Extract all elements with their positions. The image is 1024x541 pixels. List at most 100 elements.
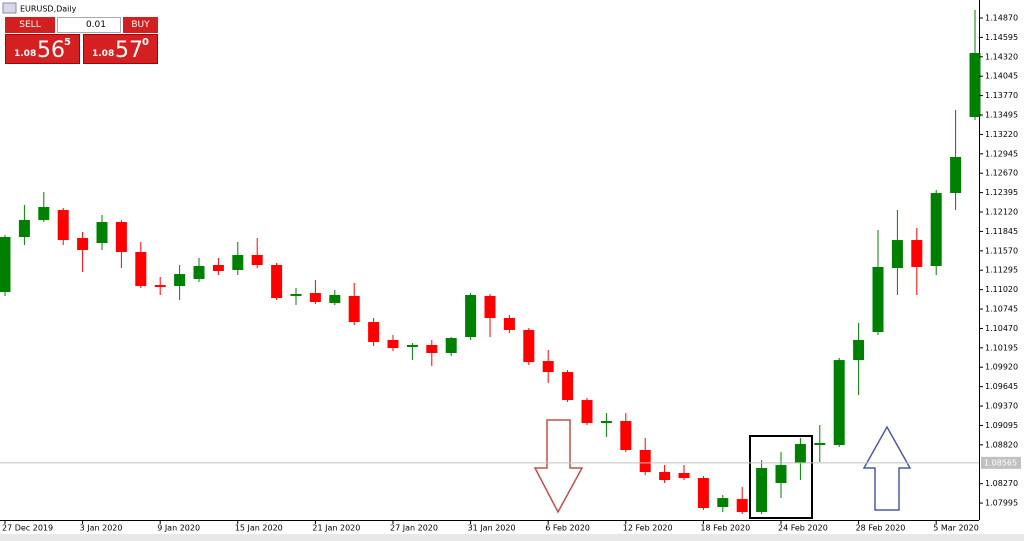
- candle-body: [18, 219, 30, 237]
- x-tick-label: 31 Jan 2020: [468, 524, 516, 533]
- candle-body: [368, 322, 380, 342]
- candle-body: [0, 236, 11, 293]
- x-tick-label: 15 Jan 2020: [235, 524, 283, 533]
- candle-body: [833, 360, 845, 445]
- candle-body: [950, 156, 962, 194]
- trade-panel: SELL 0.01 BUY 1.08 56 5 1.08 57 0: [5, 17, 158, 64]
- candle-body: [57, 209, 69, 241]
- candle-body: [154, 285, 166, 288]
- up-arrow: [862, 425, 912, 511]
- candle-body: [77, 237, 89, 250]
- y-tick-label: 1.12670: [985, 169, 1018, 178]
- y-tick-label: 1.14045: [985, 72, 1018, 81]
- candle-body: [678, 473, 690, 479]
- candle-body: [309, 293, 321, 302]
- candle-body: [969, 52, 981, 117]
- candle-body: [271, 265, 283, 299]
- bid-quote[interactable]: 1.08 56 5: [5, 34, 80, 64]
- y-tick-label: 1.07995: [985, 499, 1018, 508]
- candle-body: [387, 340, 399, 349]
- candle-body: [736, 499, 748, 513]
- y-tick-label: 1.14595: [985, 33, 1018, 42]
- candle-body: [503, 317, 515, 330]
- y-tick-label: 1.09645: [985, 382, 1018, 391]
- candle-body: [853, 340, 865, 361]
- candle-body: [38, 207, 50, 220]
- down-arrow: [533, 419, 584, 514]
- candle-body: [212, 265, 224, 272]
- y-tick-label: 1.11020: [985, 285, 1018, 294]
- current-price-box: [981, 456, 1021, 469]
- y-tick-label: 1.14320: [985, 52, 1018, 61]
- x-tick-label: 28 Feb 2020: [856, 524, 906, 533]
- y-tick-label: 1.10745: [985, 305, 1018, 314]
- candle-body: [659, 472, 671, 480]
- candle-body: [697, 478, 709, 509]
- candle-body: [348, 295, 360, 323]
- tab-strip: [0, 534, 1024, 541]
- y-tick-label: 1.12120: [985, 208, 1018, 217]
- ask-fraction: 0: [142, 37, 149, 48]
- candle-body: [814, 443, 826, 445]
- x-tick-label: 9 Jan 2020: [157, 524, 200, 533]
- x-tick-label: 6 Feb 2020: [545, 524, 590, 533]
- candle-body: [756, 468, 768, 513]
- window-title: EURUSD,Daily: [20, 5, 77, 14]
- bid-pips: 56: [37, 38, 65, 63]
- y-tick-label: 1.12395: [985, 188, 1018, 197]
- ask-prefix: 1.08: [92, 49, 115, 59]
- candle-body: [174, 274, 186, 287]
- candle-body: [135, 252, 147, 287]
- candle-body: [290, 294, 302, 296]
- y-tick-label: 1.12945: [985, 149, 1018, 158]
- candle-body: [872, 266, 884, 333]
- bid-fraction: 5: [64, 37, 71, 48]
- candle-body: [96, 222, 108, 243]
- x-tick-label: 18 Feb 2020: [700, 524, 750, 533]
- candle-body: [329, 294, 341, 304]
- candle-body: [232, 254, 244, 271]
- ask-quote[interactable]: 1.08 57 0: [83, 34, 158, 64]
- candle-body: [600, 421, 612, 424]
- ask-pips: 57: [115, 38, 143, 63]
- y-tick-label: 1.13770: [985, 91, 1018, 100]
- bid-prefix: 1.08: [14, 49, 37, 59]
- candle-body: [891, 240, 903, 269]
- y-tick-label: 1.10195: [985, 343, 1018, 352]
- y-tick-label: 1.14870: [985, 13, 1018, 22]
- lot-input[interactable]: 0.01: [57, 17, 121, 33]
- y-tick-label: 1.10470: [985, 324, 1018, 333]
- candle-body: [406, 345, 418, 347]
- x-tick-label: 3 Jan 2020: [80, 524, 123, 533]
- candle-body: [581, 400, 593, 424]
- candle-body: [930, 193, 942, 266]
- x-tick-label: 27 Dec 2019: [2, 524, 53, 533]
- y-tick-label: 1.11570: [985, 246, 1018, 255]
- candle-body: [620, 421, 632, 451]
- y-tick-label: 1.11845: [985, 227, 1018, 236]
- x-tick-label: 21 Jan 2020: [312, 524, 360, 533]
- x-tick-label: 27 Jan 2020: [390, 524, 438, 533]
- candles: [0, 10, 981, 515]
- x-tick-label: 5 Mar 2020: [933, 524, 979, 533]
- candle-body: [465, 294, 477, 338]
- candle-body: [426, 345, 438, 353]
- candle-body: [794, 444, 806, 464]
- candle-body: [775, 465, 787, 484]
- y-tick-label: 1.11295: [985, 266, 1018, 275]
- sell-button[interactable]: SELL: [5, 17, 55, 33]
- candle-body: [639, 450, 651, 473]
- candle-body: [484, 295, 496, 318]
- candle-body: [251, 254, 263, 266]
- candle-body: [562, 372, 574, 401]
- x-tick-label: 12 Feb 2020: [623, 524, 673, 533]
- candle-body: [542, 361, 554, 373]
- chart-icon: [2, 2, 17, 14]
- y-tick-label: 1.13495: [985, 111, 1018, 120]
- x-tick-label: 24 Feb 2020: [778, 524, 828, 533]
- candle-body: [717, 498, 729, 508]
- buy-button[interactable]: BUY: [123, 17, 158, 33]
